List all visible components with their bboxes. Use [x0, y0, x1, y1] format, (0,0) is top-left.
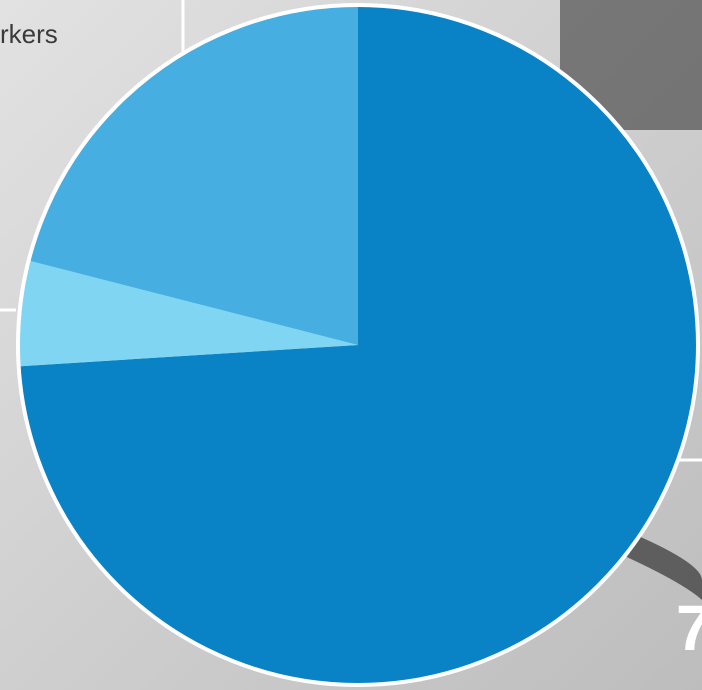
label-text: 7 [676, 592, 702, 664]
pie-chart [16, 3, 700, 687]
pie-slice [18, 5, 699, 685]
pie-border [16, 3, 700, 687]
pie-slice [17, 260, 358, 367]
label-text: rkers [0, 19, 58, 49]
pie-slice [28, 5, 358, 345]
